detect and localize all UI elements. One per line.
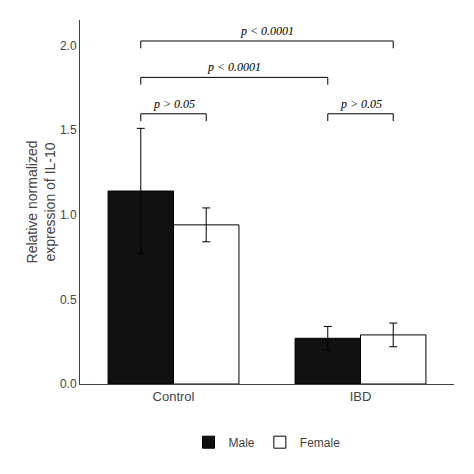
- svg-text:Male: Male: [229, 436, 255, 450]
- svg-text:Female: Female: [300, 436, 340, 450]
- svg-text:p < 0.0001: p < 0.0001: [240, 24, 294, 38]
- svg-text:0.5: 0.5: [60, 293, 77, 307]
- svg-text:1.0: 1.0: [60, 208, 77, 222]
- svg-text:IBD: IBD: [350, 389, 372, 404]
- svg-text:Relative normalizedexpression: Relative normalizedexpression of IL-10: [24, 141, 58, 264]
- svg-text:0.0: 0.0: [60, 377, 77, 391]
- svg-text:2.0: 2.0: [60, 39, 77, 53]
- svg-text:1.5: 1.5: [60, 123, 77, 137]
- svg-text:p > 0.05: p > 0.05: [340, 97, 382, 111]
- svg-text:p < 0.0001: p < 0.0001: [207, 60, 261, 74]
- svg-text:p > 0.05: p > 0.05: [153, 97, 195, 111]
- svg-text:Control: Control: [153, 389, 195, 404]
